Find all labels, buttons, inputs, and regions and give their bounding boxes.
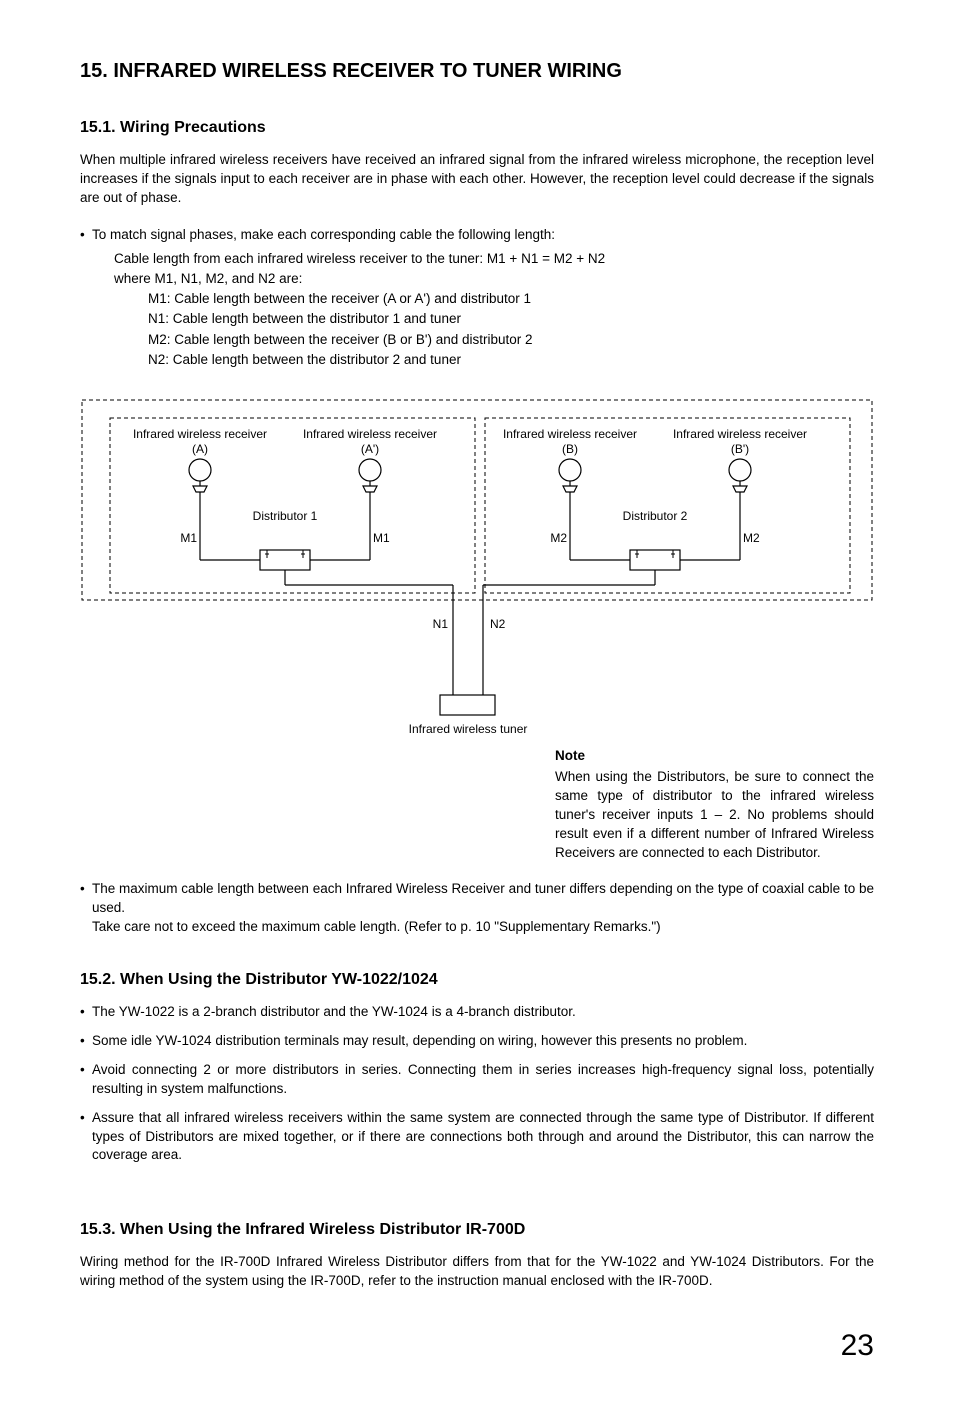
def-m2: M2: Cable length between the receiver (B… <box>148 330 874 350</box>
dist1-label: Distributor 1 <box>253 509 318 523</box>
s152-bullet-3: • Avoid connecting 2 or more distributor… <box>80 1061 874 1099</box>
tuner-label: Infrared wireless tuner <box>409 722 528 736</box>
bullet-text: The YW-1022 is a 2-branch distributor an… <box>92 1003 874 1022</box>
def-n2: N2: Cable length between the distributor… <box>148 350 874 370</box>
rx-ap-label: Infrared wireless receiver <box>303 427 437 441</box>
m1-right: M1 <box>373 531 390 545</box>
m2-right: M2 <box>743 531 760 545</box>
bullet-text: Assure that all infrared wireless receiv… <box>92 1109 874 1166</box>
section-15-2-heading: 15.2. When Using the Distributor YW-1022… <box>80 971 874 989</box>
rx-b-sub: (B) <box>562 442 578 456</box>
rx-a-sub: (A) <box>192 442 208 456</box>
section-15-3-heading: 15.3. When Using the Infrared Wireless D… <box>80 1221 874 1239</box>
rx-ap-sub: (A') <box>361 442 379 456</box>
bullet-dot-icon: • <box>80 226 92 245</box>
bullet-dot-icon: • <box>80 880 92 937</box>
wiring-diagram: Infrared wireless receiver (A) Infrared … <box>80 390 874 745</box>
s152-bullet-2: • Some idle YW-1024 distribution termina… <box>80 1032 874 1051</box>
bullet-text: To match signal phases, make each corres… <box>92 226 874 245</box>
section-15-1-intro: When multiple infrared wireless receiver… <box>80 151 874 208</box>
note-title: Note <box>555 747 874 766</box>
bullet-text: Some idle YW-1024 distribution terminals… <box>92 1032 874 1051</box>
def-n1: N1: Cable length between the distributor… <box>148 309 874 329</box>
bullet-dot-icon: • <box>80 1109 92 1166</box>
rx-bp-sub: (B') <box>731 442 749 456</box>
s152-bullet-4: • Assure that all infrared wireless rece… <box>80 1109 874 1166</box>
note-text: When using the Distributors, be sure to … <box>555 769 874 860</box>
n2-label: N2 <box>490 617 506 631</box>
n1-label: N1 <box>433 617 449 631</box>
cable-length-formula: Cable length from each infrared wireless… <box>114 249 874 269</box>
bullet-dot-icon: • <box>80 1032 92 1051</box>
def-m1: M1: Cable length between the receiver (A… <box>148 289 874 309</box>
bullet-signal-phase: • To match signal phases, make each corr… <box>80 226 874 245</box>
page-title: 15. INFRARED WIRELESS RECEIVER TO TUNER … <box>80 60 874 83</box>
dist2-label: Distributor 2 <box>623 509 688 523</box>
m1-left: M1 <box>180 531 197 545</box>
rx-b-label: Infrared wireless receiver <box>503 427 637 441</box>
section-15-3-body: Wiring method for the IR-700D Infrared W… <box>80 1253 874 1291</box>
section-15-1-heading: 15.1. Wiring Precautions <box>80 119 874 137</box>
bullet-text-cont: Take care not to exceed the maximum cabl… <box>92 919 661 934</box>
bullet-dot-icon: • <box>80 1061 92 1099</box>
bullet-dot-icon: • <box>80 1003 92 1022</box>
where-line: where M1, N1, M2, and N2 are: <box>114 269 874 289</box>
bullet-text: The maximum cable length between each In… <box>92 881 874 915</box>
bullet-text: Avoid connecting 2 or more distributors … <box>92 1061 874 1099</box>
bullet-max-cable: • The maximum cable length between each … <box>80 880 874 937</box>
s152-bullet-1: • The YW-1022 is a 2-branch distributor … <box>80 1003 874 1022</box>
diagram-note: Note When using the Distributors, be sur… <box>80 747 874 862</box>
rx-bp-label: Infrared wireless receiver <box>673 427 807 441</box>
m2-left: M2 <box>550 531 567 545</box>
page-number: 23 <box>80 1329 874 1363</box>
rx-a-label: Infrared wireless receiver <box>133 427 267 441</box>
